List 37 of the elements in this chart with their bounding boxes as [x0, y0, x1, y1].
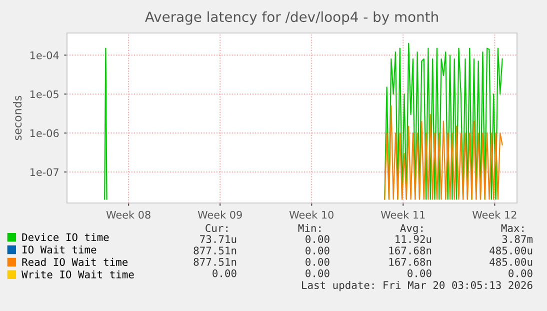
text: 0.00 — [306, 235, 330, 244]
text: Avg: — [400, 224, 422, 234]
text: Last update: Fri Mar 20 03:05:13 2026 — [302, 280, 532, 292]
text: 485.00u — [490, 246, 532, 254]
text: 73.71u — [200, 235, 236, 244]
legend-label: Read IO Wait time — [22, 258, 128, 266]
legend-label: Write IO Wait time — [22, 270, 134, 278]
y-tick-label: 1e-04 — [30, 51, 59, 60]
text: 0.00 — [212, 269, 236, 278]
text: 167.68n — [389, 258, 432, 266]
x-tick-label: Week 11 — [380, 210, 425, 219]
text: 11.92u — [396, 235, 432, 244]
x-tick-label: Week 12 — [472, 210, 516, 219]
text: Cur: — [206, 224, 228, 232]
y-tick-label: 1e-06 — [30, 129, 59, 138]
legend-label: Device IO time — [22, 233, 109, 242]
text: 3.87m — [502, 235, 533, 244]
text: 485.00u — [490, 258, 532, 266]
line-series — [384, 105, 503, 200]
text: Min: — [298, 224, 320, 232]
text: 0.00 — [508, 269, 532, 278]
text: 877.51n — [194, 258, 236, 266]
x-tick-label: Week 10 — [289, 210, 334, 219]
y-tick-label: 1e-05 — [30, 90, 58, 98]
chart-title: Average latency for /dev/loop4 - by month — [145, 11, 438, 25]
x-tick-label: Week 09 — [198, 210, 242, 219]
y-tick-label: 1e-07 — [30, 168, 58, 176]
text: 877.51n — [194, 246, 236, 254]
y-axis-title: seconds — [13, 96, 22, 140]
text: 0.00 — [408, 269, 432, 278]
text: 0.00 — [306, 269, 330, 278]
legend-label: IO Wait time — [22, 245, 96, 254]
text: 0.00 — [306, 258, 330, 266]
text: 167.68n — [389, 246, 432, 254]
text: Max: — [501, 224, 524, 232]
text: 0.00 — [306, 246, 330, 254]
x-tick-label: Week 08 — [106, 210, 150, 219]
